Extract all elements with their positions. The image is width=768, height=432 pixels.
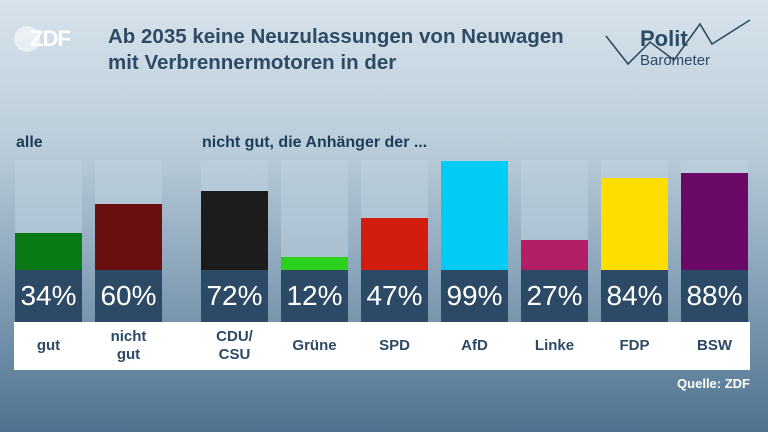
bar-value-label: 12%: [281, 270, 348, 322]
politbarometer-word-barometer: Barometer: [640, 52, 711, 69]
bar: [201, 190, 268, 270]
zdf-logo-text: ZDF: [30, 26, 71, 51]
politbarometer-logo: Polit Barometer: [600, 14, 760, 76]
category-label-strip: [14, 322, 750, 370]
bar-background: [441, 160, 508, 270]
bar-background: [681, 160, 748, 270]
bar-value-label: 84%: [601, 270, 668, 322]
politbarometer-word-polit: Polit: [640, 26, 688, 51]
bar-value-label: 72%: [201, 270, 268, 322]
bar: [95, 204, 162, 270]
bar-background: [361, 160, 428, 270]
bar: [521, 240, 588, 270]
bar-value-label: 99%: [441, 270, 508, 322]
bar: [361, 218, 428, 270]
bar-value-label: 34%: [15, 270, 82, 322]
bar-value-label: 27%: [521, 270, 588, 322]
category-label: BSW: [697, 337, 732, 354]
category-label: Linke: [534, 337, 575, 354]
category-label: CDU/ CSU: [216, 328, 253, 363]
group-label-parties: nicht gut, die Anhänger der ...: [202, 134, 428, 151]
source-note: Quelle: ZDF: [677, 376, 750, 391]
bar-value-label: 88%: [681, 270, 748, 322]
bar-background: [281, 160, 348, 270]
category-label: FDP: [619, 337, 650, 354]
category-label: Grüne: [292, 337, 337, 354]
politbarometer-line-icon: [605, 19, 751, 66]
bar: [681, 173, 748, 270]
bar-value-label: 47%: [361, 270, 428, 322]
bar-background: [95, 160, 162, 270]
category-label: AfD: [461, 337, 488, 354]
bar-background: [601, 160, 668, 270]
bar-background: [521, 160, 588, 270]
zdf-logo-mark: [14, 26, 40, 52]
category-label: SPD: [379, 337, 410, 354]
bar: [15, 232, 82, 270]
bar-value-label: 60%: [95, 270, 162, 322]
bar-background: [201, 160, 268, 270]
category-label: nicht gut: [110, 328, 147, 363]
bar: [441, 161, 508, 270]
chart-title: Ab 2035 keine Neuzulassungen von Neuwage…: [108, 25, 564, 74]
zdf-logo: ZDF: [14, 24, 78, 54]
bar-background: [15, 160, 82, 270]
bar: [601, 177, 668, 270]
category-label: gut: [36, 337, 61, 354]
bar: [281, 256, 348, 270]
group-label-all: alle: [16, 134, 43, 151]
